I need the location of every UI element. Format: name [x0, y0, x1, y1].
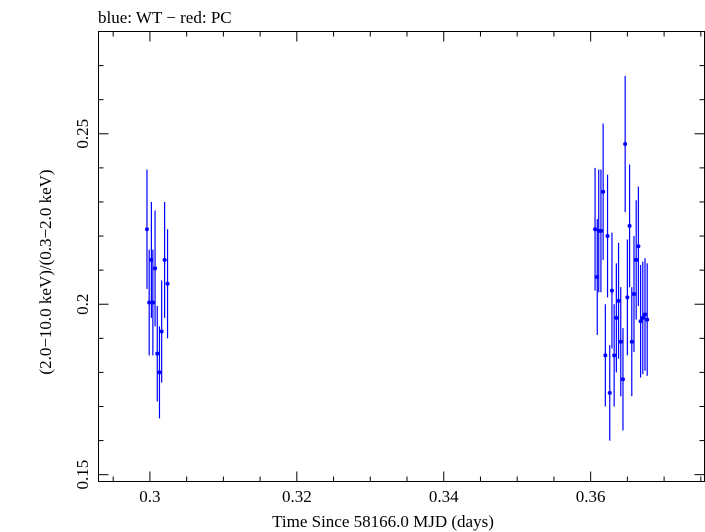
data-point [147, 300, 152, 305]
data-point [159, 329, 164, 334]
data-point [155, 351, 160, 356]
data-point [638, 319, 643, 324]
data-point [144, 227, 149, 232]
y-tick-label: 0.15 [73, 460, 92, 490]
data-point [636, 244, 641, 249]
data-point [609, 288, 614, 293]
data-point [625, 295, 630, 300]
data-point [162, 257, 167, 262]
x-tick-label: 0.32 [282, 487, 312, 506]
data-points-layer [144, 75, 650, 441]
x-tick-label: 0.34 [429, 487, 459, 506]
x-axis-ticks [112, 31, 702, 482]
y-tick-label: 0.2 [73, 294, 92, 315]
data-point [631, 292, 636, 296]
data-point [165, 281, 170, 286]
data-point [627, 223, 632, 228]
data-point [618, 339, 623, 344]
data-point [634, 257, 639, 262]
x-tick-label: 0.36 [576, 487, 606, 506]
data-point [593, 227, 598, 232]
data-point [601, 189, 606, 194]
data-point [623, 142, 628, 146]
data-point [640, 315, 645, 320]
y-axis-ticks [98, 65, 705, 476]
y-tick-label: 0.25 [73, 119, 92, 149]
data-point [150, 300, 155, 305]
data-point [153, 266, 158, 271]
chart-header-text: blue: WT − red: PC [98, 8, 232, 27]
y-axis-tick-labels: 0.15 0.2 0.25 [73, 119, 92, 490]
data-point [643, 312, 648, 317]
data-point [614, 315, 619, 320]
data-point [607, 390, 612, 395]
data-point [603, 353, 608, 358]
data-point [612, 353, 617, 358]
x-axis-tick-labels: 0.3 0.32 0.34 0.36 [139, 487, 605, 506]
y-axis-label: (2.0−10.0 keV)/(0.3−2.0 keV) [36, 169, 55, 374]
data-point [605, 234, 610, 239]
plot-frame [98, 31, 705, 482]
x-axis-label: Time Since 58166.0 MJD (days) [272, 512, 494, 531]
x-tick-label: 0.3 [139, 487, 160, 506]
data-point [629, 339, 634, 344]
data-point [645, 317, 650, 322]
data-point [598, 228, 603, 233]
data-point [616, 298, 621, 303]
data-point [620, 377, 625, 382]
data-point [157, 370, 162, 375]
